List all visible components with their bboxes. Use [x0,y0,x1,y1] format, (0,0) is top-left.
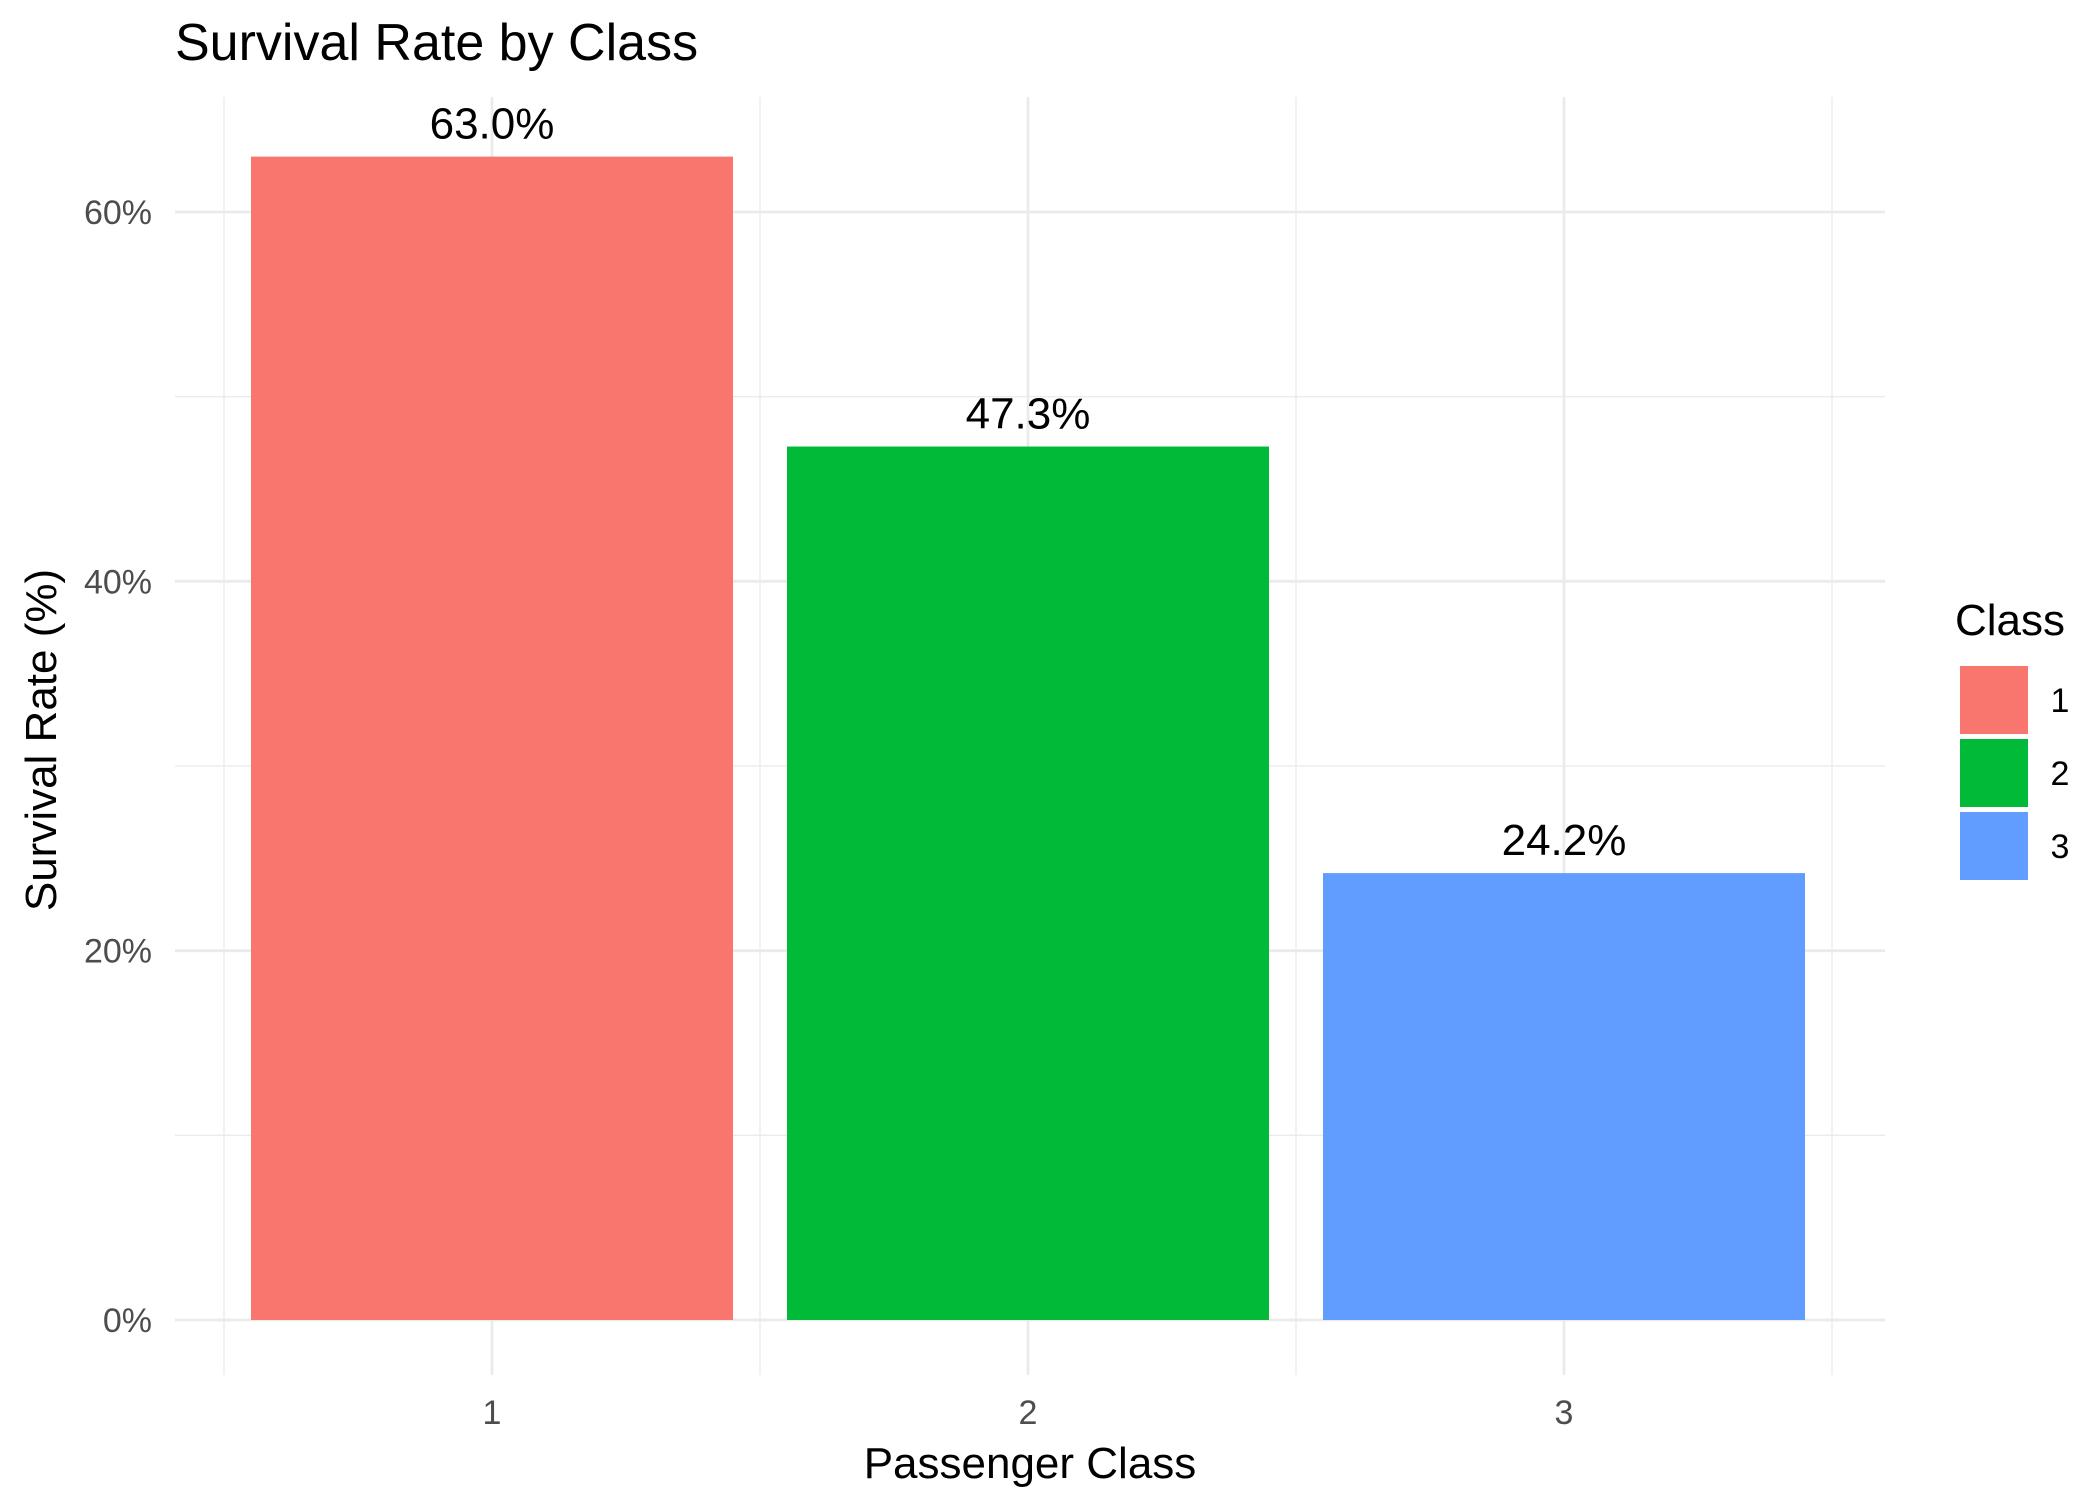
bars [251,156,1805,1321]
y-tick-label: 60% [84,194,152,232]
legend: Class 1 2 3 [1955,596,2069,880]
bar-value-labels: 63.0% 47.3% 24.2% [430,100,1627,866]
x-axis-ticks: 1 2 3 [483,1394,1574,1432]
x-tick-label: 3 [1555,1394,1574,1432]
legend-entries: 1 2 3 [1960,666,2069,880]
y-axis-label: Survival Rate (%) [17,569,66,911]
y-tick-label: 20% [84,933,152,971]
legend-label: 3 [2051,828,2070,866]
legend-title: Class [1955,596,2065,645]
x-tick-label: 2 [1019,1394,1038,1432]
legend-label: 2 [2051,755,2070,793]
y-tick-label: 40% [84,563,152,601]
bar-value-label: 63.0% [430,100,555,149]
bar-class-2 [787,446,1269,1320]
y-axis-ticks: 0% 20% 40% 60% [84,194,152,1340]
bar-class-1 [251,156,733,1321]
chart-title: Survival Rate by Class [175,14,698,72]
legend-swatch-1 [1960,666,2028,734]
legend-label: 1 [2051,682,2070,720]
bar-value-label: 24.2% [1502,816,1627,865]
y-tick-label: 0% [103,1302,152,1340]
x-tick-label: 1 [483,1394,502,1432]
bar-class-3 [1323,873,1805,1320]
legend-swatch-2 [1960,739,2028,807]
bar-value-label: 47.3% [966,390,1091,439]
legend-swatch-3 [1960,812,2028,880]
x-axis-label: Passenger Class [864,1439,1197,1488]
